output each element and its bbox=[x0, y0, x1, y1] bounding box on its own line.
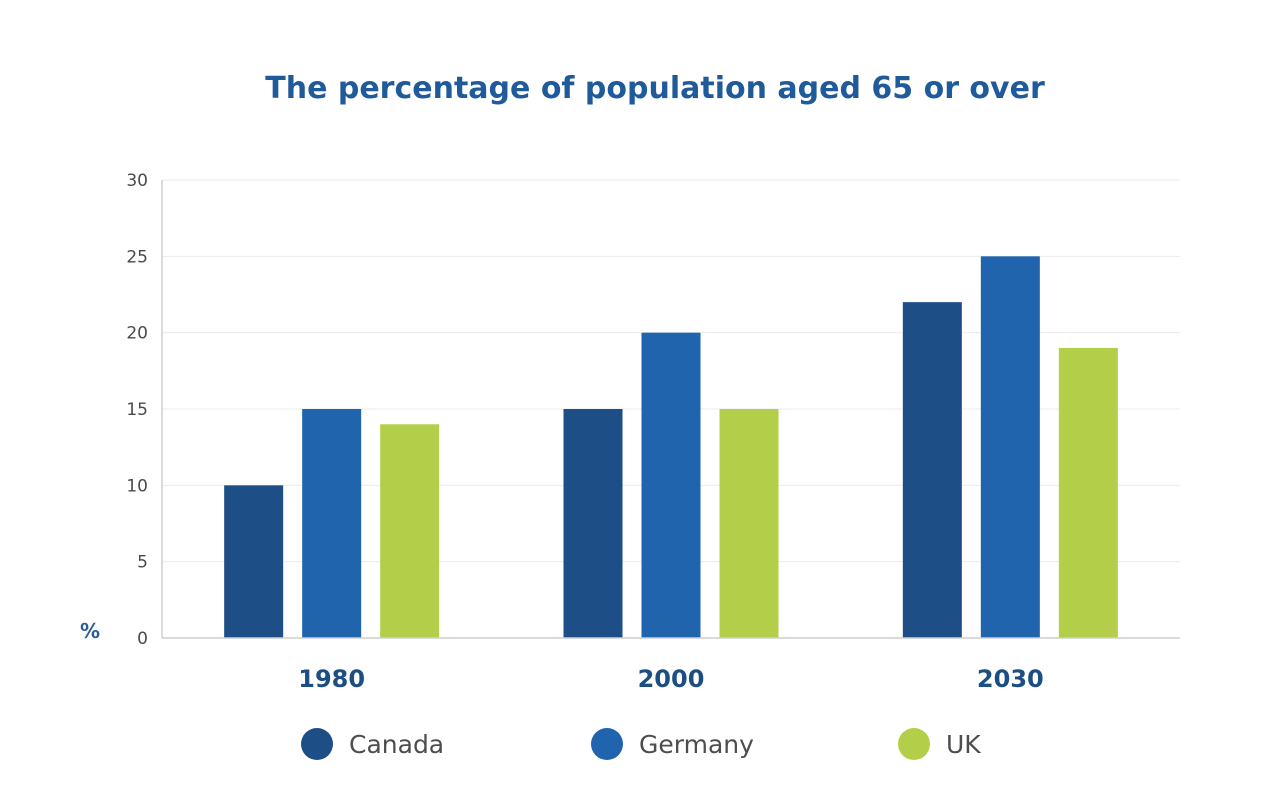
bar-canada-1980 bbox=[224, 485, 284, 638]
bar-canada-2030 bbox=[902, 302, 962, 638]
legend-marker-canada bbox=[301, 728, 333, 760]
bar-germany-2030 bbox=[980, 256, 1040, 638]
chart-title: The percentage of population aged 65 or … bbox=[265, 71, 1045, 106]
bar-canada-2000 bbox=[563, 409, 623, 638]
legend-marker-germany bbox=[591, 728, 623, 760]
y-tick-label: 20 bbox=[126, 324, 148, 344]
y-tick-label: 25 bbox=[126, 247, 148, 267]
legend-label-uk: UK bbox=[946, 730, 981, 759]
bar-germany-2000 bbox=[641, 332, 701, 638]
y-axis-ticks: 0 5 10 15 20 25 30 bbox=[126, 171, 148, 649]
x-tick-label: 1980 bbox=[298, 665, 365, 693]
legend-marker-uk bbox=[898, 728, 930, 760]
y-axis-label: % bbox=[80, 619, 100, 643]
bar-uk-2000 bbox=[719, 409, 779, 638]
bar-uk-1980 bbox=[380, 424, 440, 638]
bars bbox=[224, 256, 1118, 638]
y-tick-label: 15 bbox=[126, 400, 148, 420]
y-tick-label: 30 bbox=[126, 171, 148, 191]
bar-germany-1980 bbox=[302, 409, 362, 638]
bar-uk-2030 bbox=[1058, 347, 1118, 638]
x-tick-label: 2000 bbox=[638, 665, 705, 693]
x-tick-label: 2030 bbox=[977, 665, 1044, 693]
y-tick-label: 10 bbox=[126, 476, 148, 496]
legend: Canada Germany UK bbox=[301, 728, 981, 760]
legend-label-germany: Germany bbox=[639, 730, 754, 759]
x-axis-ticks: 1980 2000 2030 bbox=[298, 665, 1043, 693]
y-tick-label: 0 bbox=[137, 629, 148, 649]
legend-label-canada: Canada bbox=[349, 730, 444, 759]
y-tick-label: 5 bbox=[137, 553, 148, 573]
